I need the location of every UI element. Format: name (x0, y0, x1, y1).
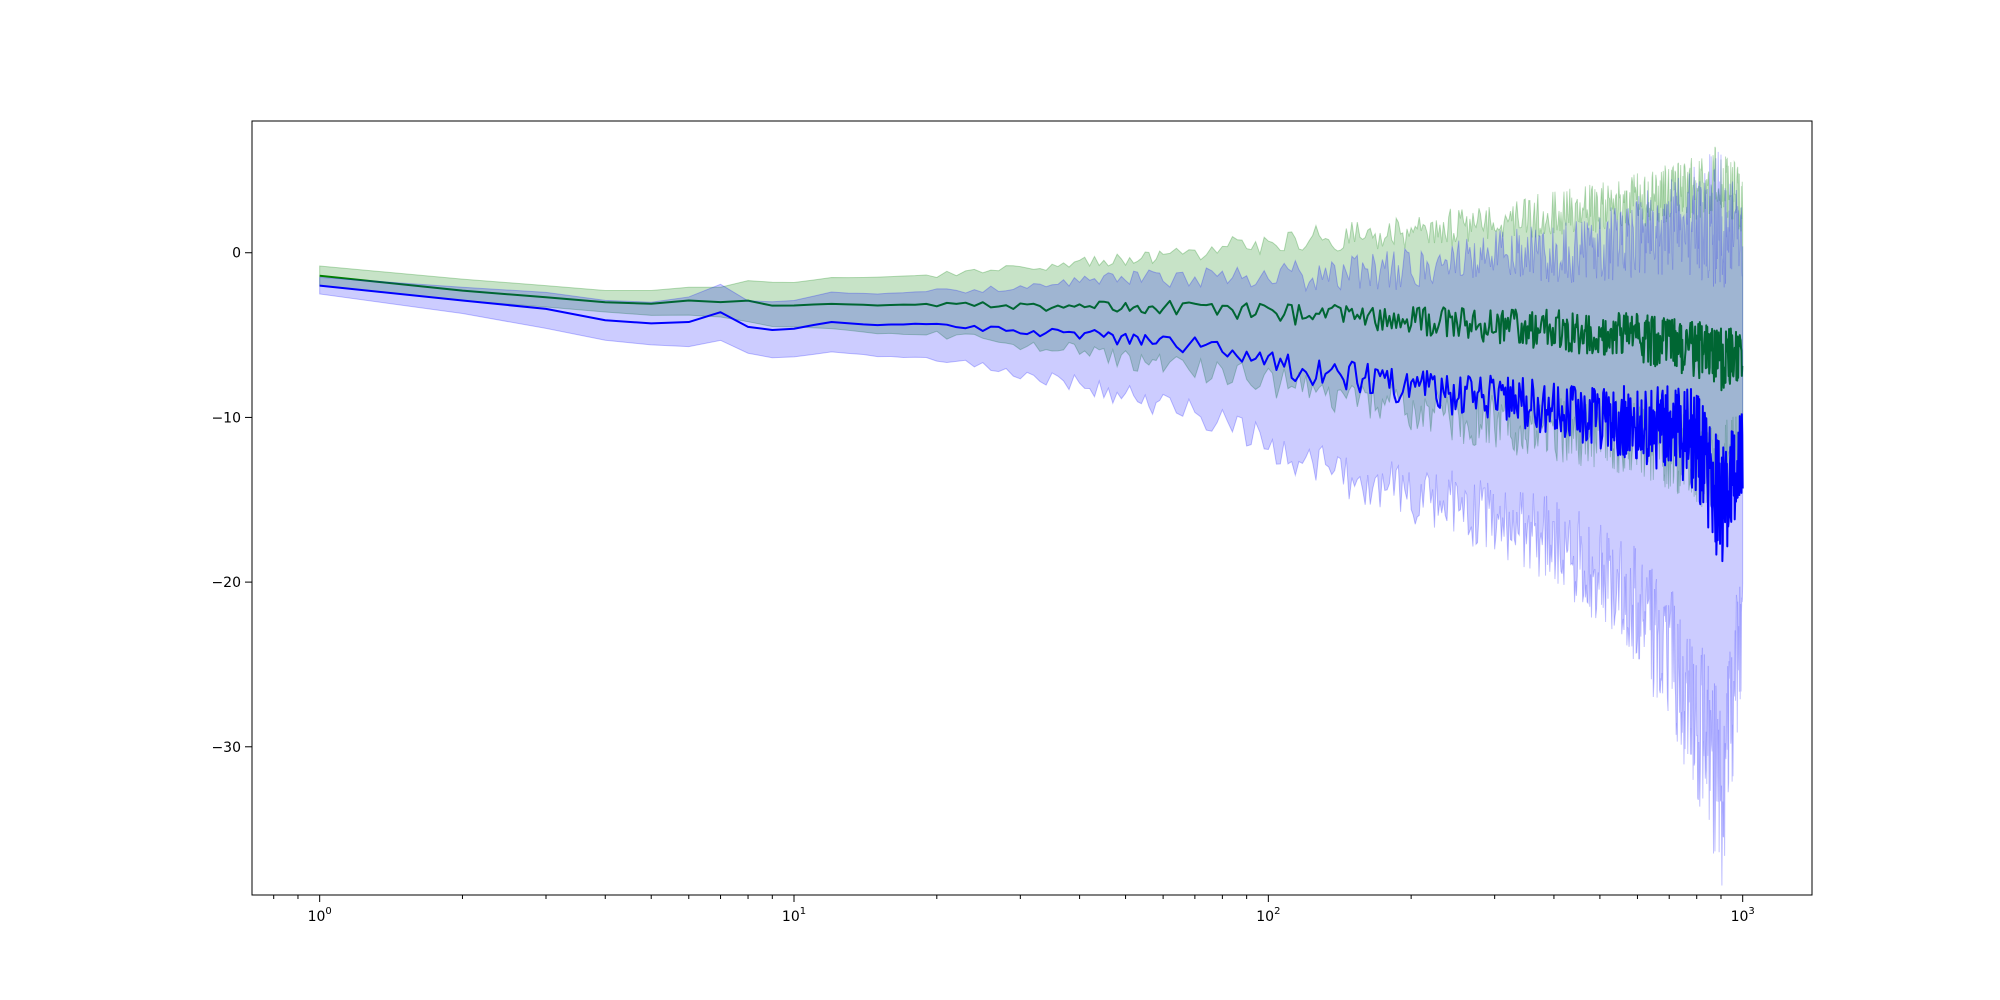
y-axis: 0 −10 −20 −30 (211, 246, 252, 756)
series-1-band (319, 151, 1744, 886)
y-tick-label-0: 0 (232, 246, 241, 262)
series-1-line (319, 284, 1744, 563)
y-tick-label-2: −20 (211, 575, 241, 591)
series-layer (319, 146, 1744, 886)
plot-frame (251, 120, 1813, 896)
y-tick-label-3: −30 (211, 740, 241, 756)
y-tick-label-1: −10 (211, 410, 241, 426)
series-0-line (319, 274, 1744, 392)
series-1 (319, 151, 1744, 886)
